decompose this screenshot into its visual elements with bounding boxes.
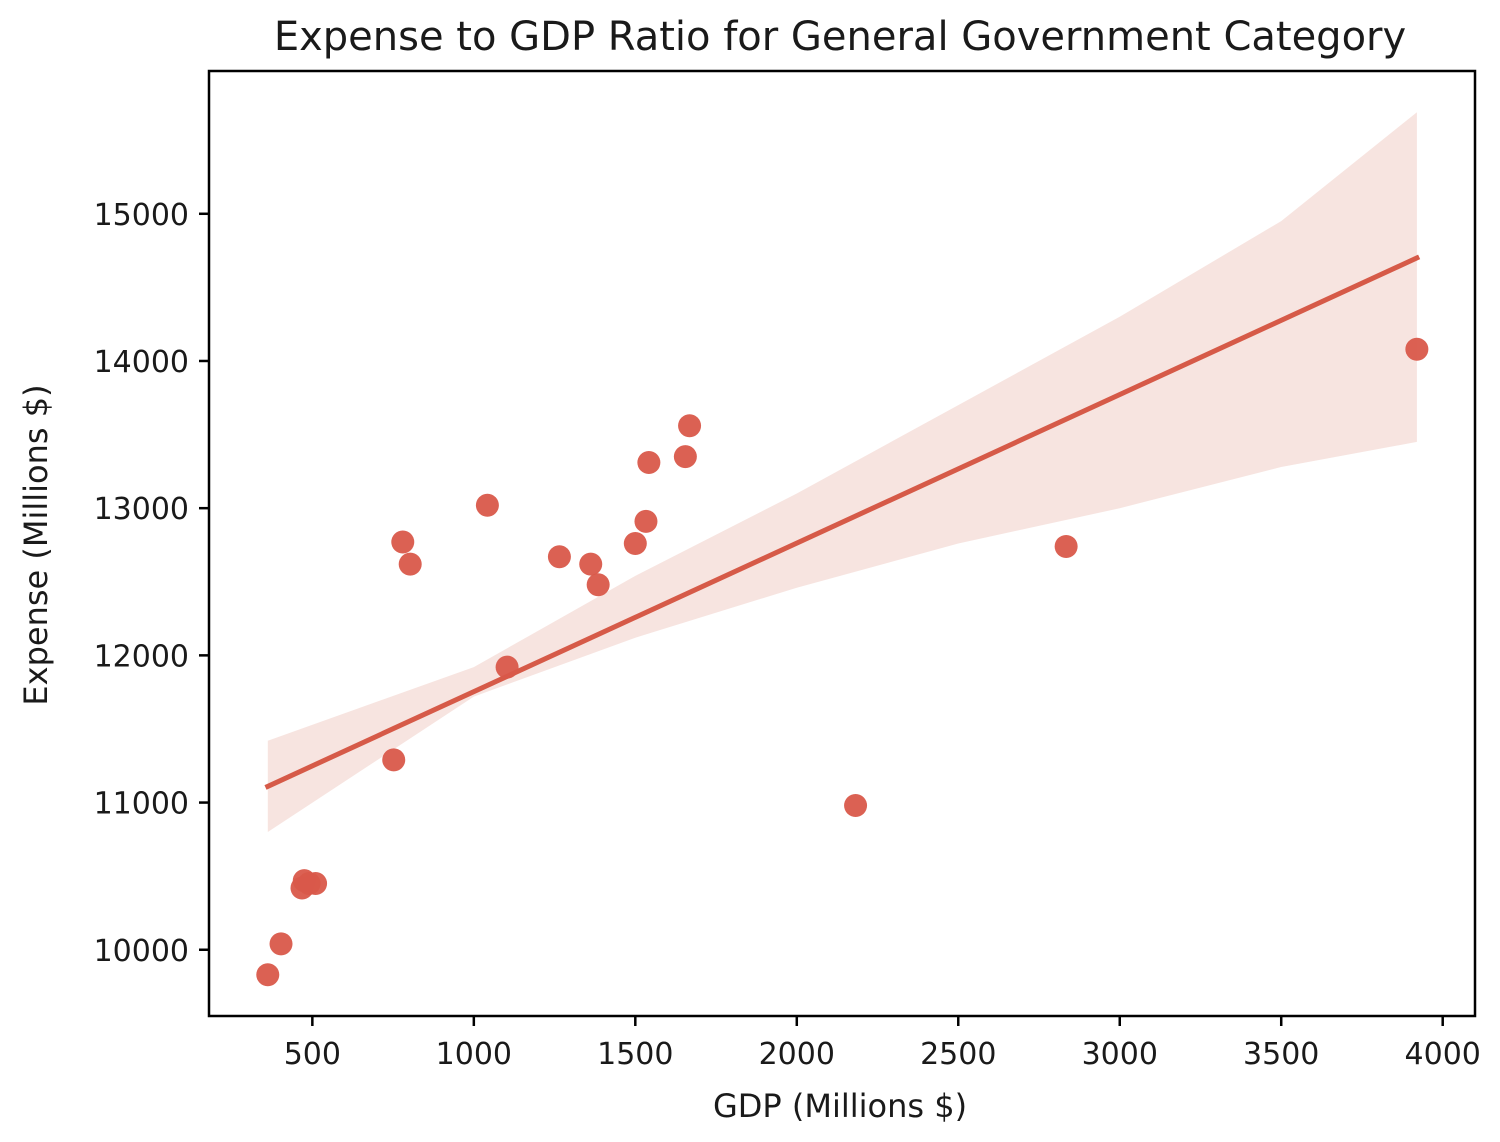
y-tick-label: 10000 [94, 934, 189, 969]
data-point [586, 573, 610, 597]
x-tick-label: 500 [284, 1037, 341, 1072]
data-point [634, 509, 658, 533]
data-point [673, 445, 697, 469]
data-point [844, 794, 868, 818]
data-point [637, 451, 661, 475]
data-point [256, 963, 280, 987]
plot-frame [207, 69, 1477, 1018]
x-axis-label: GDP (Millions $) [713, 1087, 967, 1125]
x-tick-label: 2000 [759, 1037, 835, 1072]
data-point [678, 414, 702, 438]
y-tick-label: 13000 [94, 492, 189, 527]
data-point [398, 552, 422, 576]
x-tick-label: 1000 [436, 1037, 512, 1072]
data-point [547, 545, 571, 569]
data-point [1054, 534, 1078, 558]
chart-title: Expense to GDP Ratio for General Governm… [274, 14, 1406, 60]
regression-line [264, 254, 1421, 790]
y-axis: 10000 11000 12000 13000 14000 15000 [94, 198, 209, 969]
x-tick-label: 1500 [597, 1037, 673, 1072]
y-tick-label: 14000 [94, 345, 189, 380]
data-point [304, 872, 328, 896]
x-tick-label: 4000 [1405, 1037, 1481, 1072]
x-tick-label: 3000 [1082, 1037, 1158, 1072]
x-tick-label: 3500 [1243, 1037, 1319, 1072]
data-point [495, 655, 519, 679]
data-point [1405, 337, 1429, 361]
data-point [475, 493, 499, 517]
plot-area [256, 112, 1429, 987]
data-point [623, 532, 647, 555]
x-axis: 500 1000 1500 2000 2500 3000 3500 4000 [284, 1016, 1481, 1072]
data-point [269, 932, 293, 956]
y-tick-label: 11000 [94, 787, 189, 822]
y-tick-label: 15000 [94, 198, 189, 233]
data-point [382, 748, 406, 772]
x-tick-label: 2500 [920, 1037, 996, 1072]
confidence-band [267, 112, 1417, 832]
data-point [579, 552, 603, 576]
data-point [391, 530, 415, 554]
y-axis-label: Expense (Millions $) [17, 384, 55, 705]
y-tick-label: 12000 [94, 639, 189, 674]
